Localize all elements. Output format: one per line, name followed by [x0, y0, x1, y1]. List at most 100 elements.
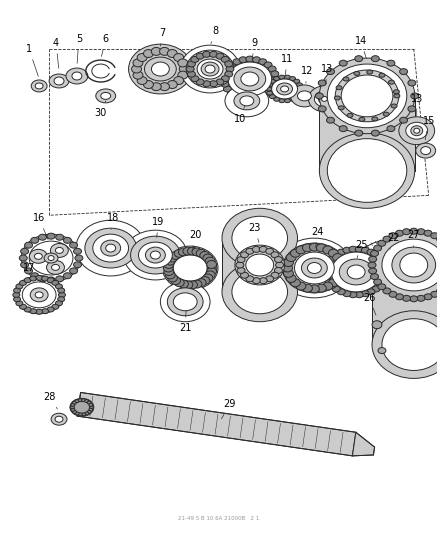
Ellipse shape	[25, 268, 32, 274]
Ellipse shape	[87, 410, 91, 414]
Ellipse shape	[209, 51, 218, 58]
Ellipse shape	[221, 81, 229, 87]
Ellipse shape	[372, 252, 380, 258]
Ellipse shape	[192, 248, 202, 256]
Ellipse shape	[16, 301, 23, 306]
Ellipse shape	[372, 311, 438, 378]
Ellipse shape	[196, 279, 206, 287]
Ellipse shape	[191, 56, 199, 62]
Ellipse shape	[283, 243, 346, 293]
Ellipse shape	[323, 246, 333, 254]
Ellipse shape	[328, 282, 336, 288]
Text: 19: 19	[152, 217, 165, 237]
Text: 16: 16	[33, 213, 48, 239]
Ellipse shape	[367, 289, 375, 295]
Ellipse shape	[237, 256, 245, 263]
Ellipse shape	[400, 253, 427, 277]
Ellipse shape	[416, 143, 436, 158]
Ellipse shape	[152, 62, 170, 76]
Ellipse shape	[21, 248, 28, 254]
Ellipse shape	[383, 112, 389, 116]
Ellipse shape	[286, 274, 296, 282]
Ellipse shape	[144, 50, 153, 58]
Text: 17: 17	[23, 263, 38, 280]
Ellipse shape	[399, 117, 408, 123]
Ellipse shape	[78, 413, 82, 416]
Ellipse shape	[205, 257, 215, 265]
Ellipse shape	[21, 262, 28, 268]
Ellipse shape	[78, 399, 82, 402]
Ellipse shape	[222, 262, 297, 322]
Ellipse shape	[131, 236, 180, 274]
Ellipse shape	[338, 106, 344, 110]
Ellipse shape	[332, 274, 343, 282]
Ellipse shape	[341, 75, 393, 117]
Ellipse shape	[382, 319, 438, 370]
Ellipse shape	[349, 292, 357, 298]
Ellipse shape	[49, 74, 69, 88]
Ellipse shape	[228, 90, 236, 96]
Ellipse shape	[431, 233, 438, 239]
Ellipse shape	[284, 75, 290, 79]
Ellipse shape	[316, 284, 326, 292]
Ellipse shape	[44, 253, 58, 263]
Ellipse shape	[332, 254, 343, 262]
Ellipse shape	[322, 269, 330, 275]
Ellipse shape	[336, 259, 345, 266]
Ellipse shape	[226, 66, 234, 72]
Ellipse shape	[165, 257, 175, 265]
Ellipse shape	[54, 77, 64, 85]
Ellipse shape	[316, 244, 326, 252]
Ellipse shape	[164, 268, 174, 276]
Text: 15: 15	[423, 116, 435, 140]
Ellipse shape	[379, 278, 387, 284]
Ellipse shape	[369, 268, 377, 274]
Ellipse shape	[207, 268, 216, 276]
Ellipse shape	[297, 91, 311, 101]
Ellipse shape	[76, 220, 145, 276]
Ellipse shape	[34, 253, 42, 259]
Ellipse shape	[381, 274, 389, 280]
Ellipse shape	[235, 245, 285, 285]
Ellipse shape	[294, 79, 300, 83]
Polygon shape	[222, 238, 297, 292]
Ellipse shape	[42, 276, 49, 281]
Ellipse shape	[31, 80, 47, 92]
Ellipse shape	[200, 252, 210, 260]
Ellipse shape	[406, 122, 427, 139]
Ellipse shape	[51, 413, 67, 425]
Ellipse shape	[403, 229, 410, 235]
Ellipse shape	[367, 70, 373, 74]
Ellipse shape	[232, 270, 288, 314]
Ellipse shape	[323, 274, 331, 280]
Ellipse shape	[35, 309, 42, 314]
Ellipse shape	[411, 126, 423, 136]
Ellipse shape	[96, 89, 116, 103]
Ellipse shape	[56, 301, 63, 306]
Ellipse shape	[223, 86, 231, 92]
Ellipse shape	[371, 251, 378, 256]
Polygon shape	[353, 432, 374, 456]
Ellipse shape	[14, 288, 21, 293]
Text: 4: 4	[53, 38, 59, 68]
Ellipse shape	[228, 62, 236, 68]
Ellipse shape	[339, 60, 347, 66]
Ellipse shape	[14, 276, 64, 314]
Ellipse shape	[30, 288, 48, 302]
Text: 26: 26	[363, 293, 376, 315]
Ellipse shape	[151, 83, 161, 91]
Ellipse shape	[13, 293, 20, 297]
Ellipse shape	[378, 284, 386, 290]
Ellipse shape	[174, 53, 184, 61]
Ellipse shape	[379, 260, 387, 265]
Ellipse shape	[29, 249, 47, 263]
Ellipse shape	[106, 244, 116, 252]
Ellipse shape	[437, 288, 438, 294]
Ellipse shape	[396, 294, 403, 300]
Ellipse shape	[367, 249, 375, 255]
Ellipse shape	[20, 280, 26, 285]
Ellipse shape	[56, 284, 63, 289]
Ellipse shape	[290, 279, 300, 287]
Ellipse shape	[284, 99, 290, 103]
Ellipse shape	[328, 255, 336, 262]
